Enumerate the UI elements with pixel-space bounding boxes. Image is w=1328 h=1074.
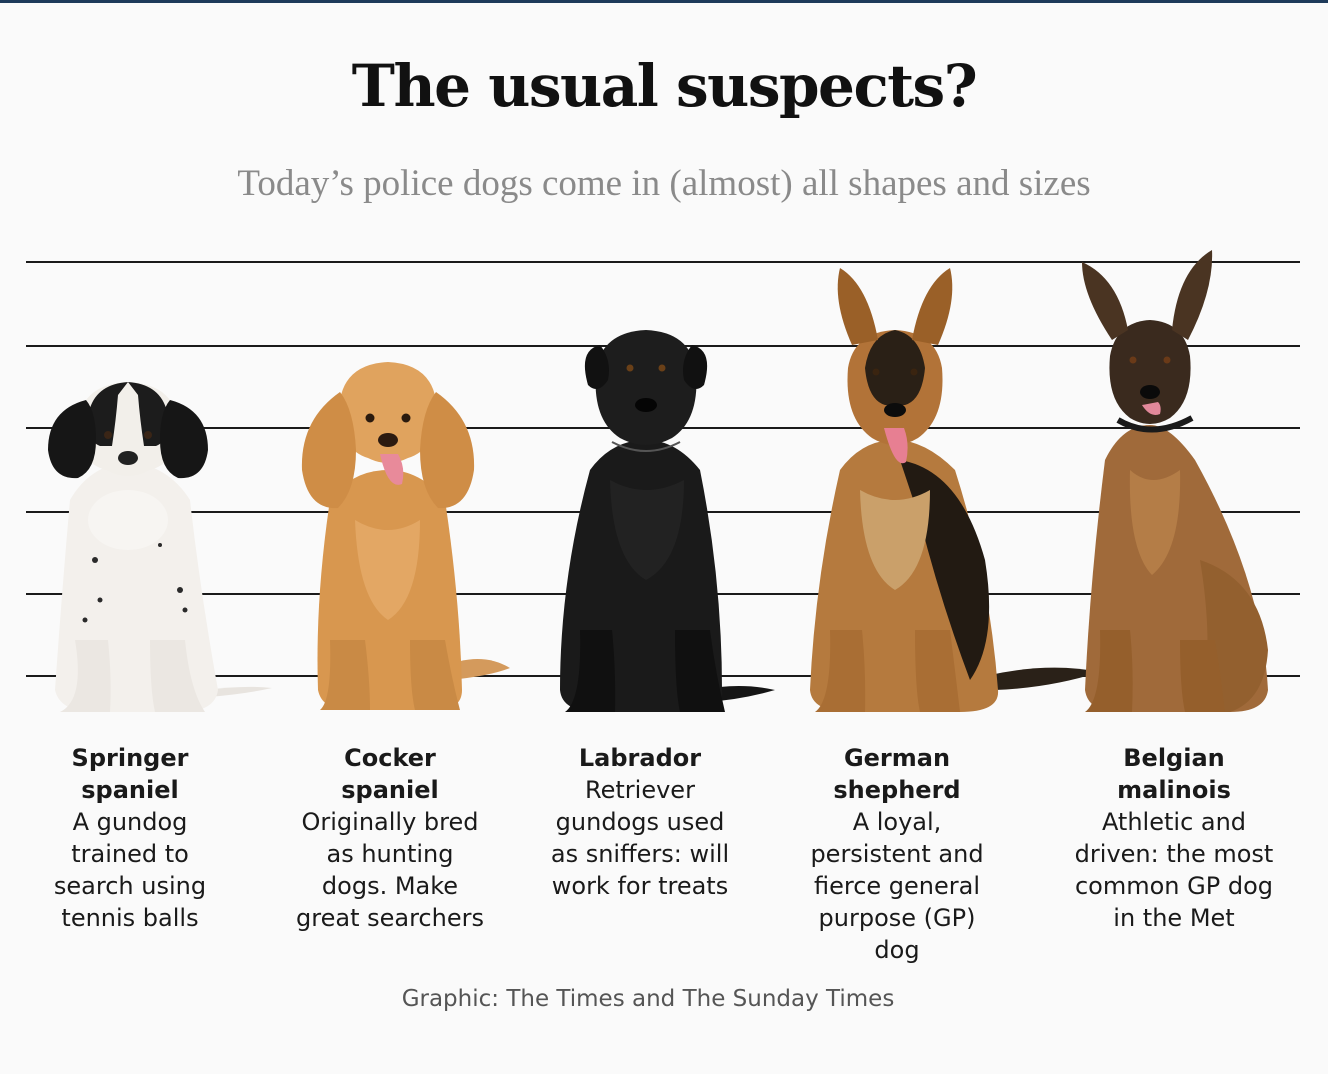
caption-springer-spaniel: Springer spaniel A gundog trained to sea… — [40, 742, 220, 934]
lineup-line — [26, 261, 1300, 263]
caption-cocker-spaniel: Cocker spaniel Originally bred as huntin… — [292, 742, 488, 934]
dog-name: Cocker spaniel — [341, 744, 439, 804]
dog-name: German shepherd — [833, 744, 961, 804]
caption-belgian-malinois: Belgian malinois Athletic and driven: th… — [1074, 742, 1274, 934]
graphic-credit: Graphic: The Times and The Sunday Times — [401, 986, 895, 1012]
dog-description: A loyal, persistent and fierce general p… — [810, 808, 984, 964]
dog-description: Athletic and driven: the most common GP … — [1074, 808, 1274, 932]
cocker-spaniel-photo — [301, 362, 510, 710]
top-accent-rule — [0, 0, 1328, 3]
caption-labrador: Labrador Retriever gundogs used as sniff… — [550, 742, 730, 902]
german-shepherd-photo — [810, 268, 1100, 712]
graphic-subtitle: Today’s police dogs come in (almost) all… — [237, 163, 1091, 204]
dog-name: Springer spaniel — [71, 744, 189, 804]
belgian-malinois-photo — [1082, 250, 1268, 712]
dog-lineup-illustrations — [48, 250, 1268, 712]
dog-name: Belgian malinois — [1117, 744, 1231, 804]
dog-description: Retriever gundogs used as sniffers: will… — [550, 776, 730, 900]
labrador-photo — [560, 330, 775, 712]
dog-description: Originally bred as hunting dogs. Make gr… — [296, 808, 484, 932]
caption-german-shepherd: German shepherd A loyal, persistent and … — [784, 742, 1010, 966]
dog-name: Labrador — [578, 744, 702, 772]
springer-spaniel-photo — [48, 382, 272, 712]
graphic-title: The usual suspects? — [351, 52, 978, 120]
dog-description: A gundog trained to search using tennis … — [53, 808, 207, 932]
